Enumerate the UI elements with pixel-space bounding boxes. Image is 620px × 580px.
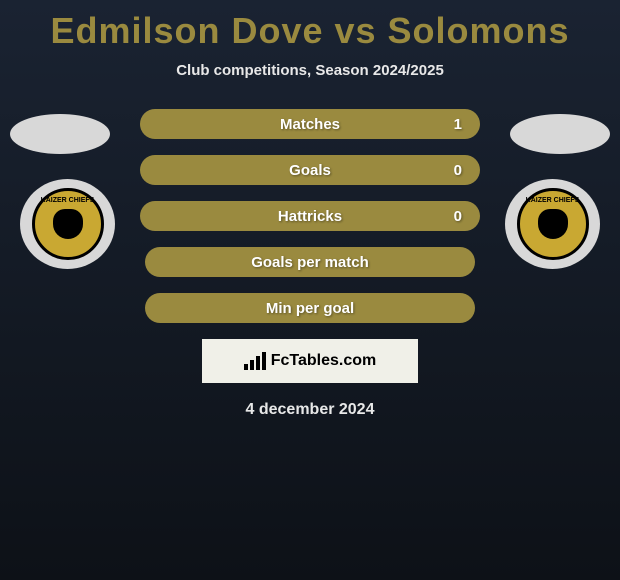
- stat-value-right: 0: [454, 162, 462, 179]
- content-area: KAIZER CHIEFS KAIZER CHIEFS Matches 1 Go…: [0, 109, 620, 419]
- stat-label: Min per goal: [266, 300, 354, 317]
- badge-text-left: KAIZER CHIEFS: [41, 197, 95, 204]
- stat-value-right: 0: [454, 208, 462, 225]
- stat-label: Goals per match: [251, 254, 369, 271]
- badge-text-right: KAIZER CHIEFS: [526, 197, 580, 204]
- stat-label: Matches: [280, 116, 340, 133]
- stat-row-goals-per-match: Goals per match: [140, 247, 480, 277]
- page-title: Edmilson Dove vs Solomons: [0, 0, 620, 52]
- stat-label: Goals: [289, 162, 331, 179]
- player-avatar-right: [510, 114, 610, 154]
- stat-row-goals: Goals 0: [140, 155, 480, 185]
- stat-value-right: 1: [454, 116, 462, 133]
- stat-row-min-per-goal: Min per goal: [140, 293, 480, 323]
- badge-head-icon: [538, 209, 568, 239]
- stat-row-matches: Matches 1: [140, 109, 480, 139]
- team-badge-right: KAIZER CHIEFS: [505, 179, 600, 269]
- subtitle: Club competitions, Season 2024/2025: [0, 62, 620, 79]
- fctables-badge: FcTables.com: [202, 339, 418, 383]
- badge-head-icon: [53, 209, 83, 239]
- date-text: 4 december 2024: [0, 401, 620, 419]
- brand-text: FcTables.com: [271, 352, 377, 370]
- stats-container: Matches 1 Goals 0 Hattricks 0 Goals per …: [140, 109, 480, 323]
- chart-icon: [244, 352, 266, 370]
- team-badge-left: KAIZER CHIEFS: [20, 179, 115, 269]
- stat-label: Hattricks: [278, 208, 342, 225]
- stat-row-hattricks: Hattricks 0: [140, 201, 480, 231]
- player-avatar-left: [10, 114, 110, 154]
